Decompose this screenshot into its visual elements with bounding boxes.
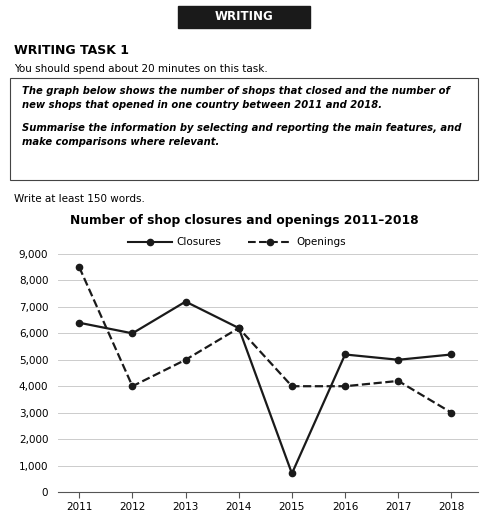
Text: The graph below shows the number of shops that closed and the number of
new shop: The graph below shows the number of shop… [22,86,450,110]
Text: Closures: Closures [176,237,221,247]
Text: WRITING: WRITING [215,11,273,24]
Text: WRITING TASK 1: WRITING TASK 1 [14,44,129,57]
Text: Number of shop closures and openings 2011–2018: Number of shop closures and openings 201… [70,214,418,227]
Text: Summarise the information by selecting and reporting the main features, and
make: Summarise the information by selecting a… [22,123,461,146]
Text: You should spend about 20 minutes on this task.: You should spend about 20 minutes on thi… [14,64,268,74]
Text: Write at least 150 words.: Write at least 150 words. [14,194,145,204]
Text: Openings: Openings [296,237,346,247]
